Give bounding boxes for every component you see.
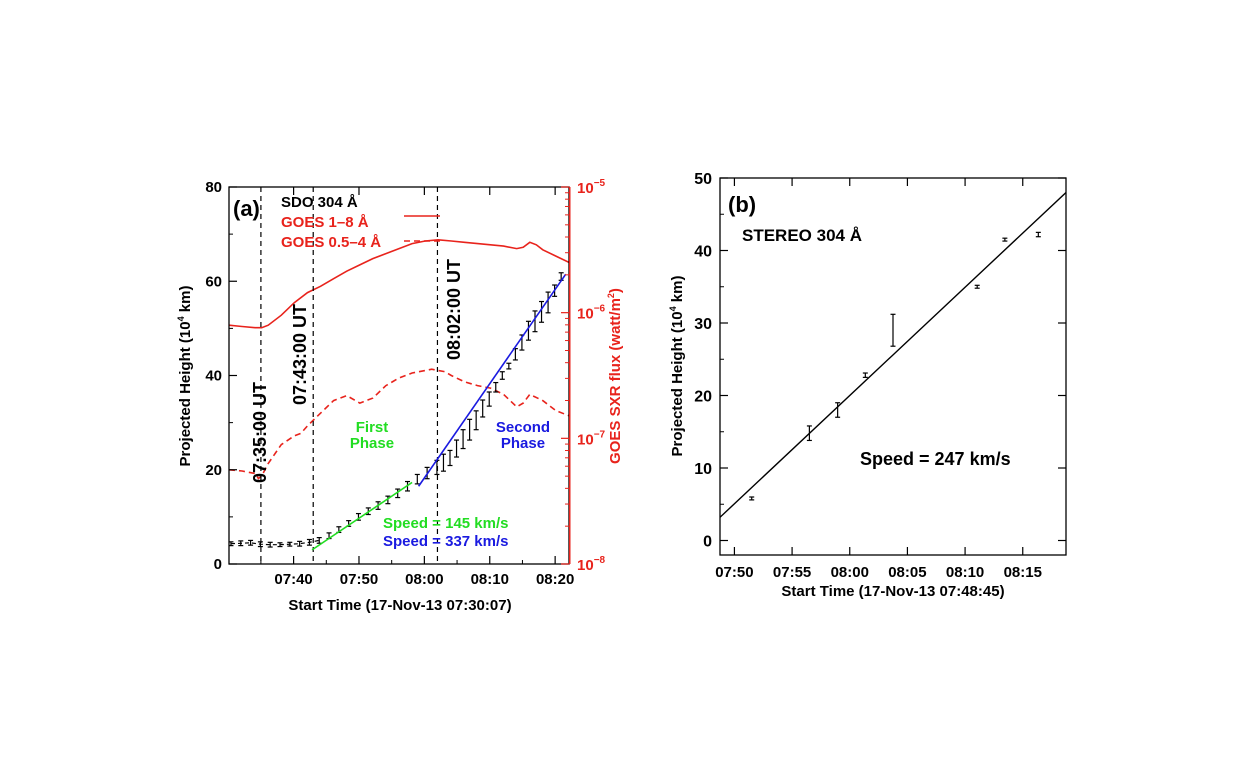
panel-b-speed-label: Speed = 247 km/s bbox=[860, 449, 1011, 469]
speed-label-second: Speed = 337 km/s bbox=[383, 533, 509, 550]
panel-b-plot-area bbox=[720, 191, 1066, 518]
second-phase-label-line2: Phase bbox=[501, 435, 545, 452]
panel-b-label: (b) bbox=[728, 192, 756, 217]
panel-a-y-tick-label: 0 bbox=[214, 556, 222, 573]
stereo-data-point bbox=[806, 425, 812, 442]
sdo-data-point bbox=[257, 541, 263, 548]
panel-b-title: STEREO 304 Å bbox=[742, 226, 862, 245]
panel-a-right-y-tick-label: 10−5 bbox=[577, 178, 606, 197]
panel-a-ticks: 07:40 07:50 08:00 08:10 08:20 0 20 40 60 80 10−8 10… bbox=[205, 178, 605, 588]
legend-sdo-304: SDO 304 Å bbox=[281, 194, 358, 211]
panel-a-x-tick-label: 08:10 bbox=[471, 571, 509, 588]
sdo-data-point bbox=[473, 410, 479, 431]
panel-a-x-tick-label: 07:50 bbox=[340, 571, 378, 588]
sdo-data-point bbox=[467, 418, 473, 441]
sdo-data-point bbox=[545, 291, 551, 314]
panel-a-x-axis-label: Start Time (17-Nov-13 07:30:07) bbox=[288, 597, 511, 614]
sdo-data-point bbox=[493, 381, 499, 393]
panel-a-right-y-tick-label: 10−8 bbox=[577, 555, 606, 574]
panel-a-x-tick-label: 08:20 bbox=[536, 571, 574, 588]
stereo-data-point bbox=[974, 284, 980, 289]
fit-line-first-phase bbox=[311, 481, 413, 551]
panel-b-x-tick-label: 08:15 bbox=[1004, 564, 1042, 581]
first-phase-label-line1: First bbox=[356, 419, 389, 436]
speed-label-first: Speed = 145 km/s bbox=[383, 515, 509, 532]
sdo-data-point bbox=[385, 495, 391, 505]
vline-label-0735: 07:35:00 UT bbox=[250, 382, 270, 483]
stereo-data-point bbox=[835, 402, 841, 418]
stereo-data-point bbox=[890, 313, 896, 347]
sdo-data-point bbox=[306, 538, 312, 546]
panel-a-y-tick-label: 80 bbox=[205, 179, 222, 196]
legend-goes-05-4: GOES 0.5–4 Å bbox=[281, 234, 381, 251]
panel-a-y-tick-label: 20 bbox=[205, 462, 222, 479]
sdo-data-point bbox=[499, 371, 505, 380]
panel-b-x-tick-label: 08:10 bbox=[946, 564, 984, 581]
sdo-data-point bbox=[480, 399, 486, 418]
stereo-data-point bbox=[749, 496, 755, 501]
panel-a-x-tick-label: 07:40 bbox=[274, 571, 312, 588]
panel-b-y-tick-label: 40 bbox=[694, 244, 712, 261]
panel-a-label: (a) bbox=[233, 196, 260, 221]
panel-a-right-y-axis-label: GOES SXR flux (watt/m2) bbox=[606, 288, 624, 464]
stereo-data-point bbox=[1035, 231, 1041, 238]
sdo-data-point bbox=[506, 362, 512, 370]
sdo-early-connector bbox=[230, 539, 320, 546]
panel-a-plot-area bbox=[229, 187, 569, 564]
panel-a-x-tick-label: 08:00 bbox=[405, 571, 443, 588]
second-phase-label-line1: Second bbox=[496, 419, 550, 436]
sdo-data-point bbox=[440, 453, 446, 472]
panel-b-y-axis-label: Projected Height (104 km) bbox=[668, 276, 686, 457]
panel-a: 07:40 07:50 08:00 08:10 08:20 0 20 40 60 80 10−8 10… bbox=[176, 178, 624, 614]
sdo-data-point bbox=[414, 473, 420, 485]
panel-b-y-tick-label: 0 bbox=[703, 534, 712, 551]
panel-b-y-tick-label: 50 bbox=[694, 171, 712, 188]
panel-b-ticks: 07:50 07:55 08:00 08:05 08:10 08:15 0 10 20 30 40 5… bbox=[694, 171, 1066, 581]
sdo-data-point bbox=[395, 488, 401, 499]
panel-a-axes-frame bbox=[228, 186, 570, 565]
sdo-data-point bbox=[297, 540, 303, 547]
sdo-data-point bbox=[454, 439, 460, 458]
sdo-data-point bbox=[287, 541, 293, 547]
panel-a-right-y-tick-label: 10−7 bbox=[577, 429, 606, 448]
panel-b-x-tick-label: 07:50 bbox=[715, 564, 753, 581]
panel-b-x-tick-label: 07:55 bbox=[773, 564, 811, 581]
stereo-data-point bbox=[1002, 237, 1008, 242]
panel-b-y-tick-label: 20 bbox=[694, 389, 712, 406]
stereo-data-point bbox=[862, 372, 868, 378]
panel-b-fit-line bbox=[720, 191, 1066, 518]
panel-b-axes-frame bbox=[719, 177, 1067, 556]
panel-b-y-tick-label: 10 bbox=[694, 461, 712, 478]
panel-a-left-y-axis-label: Projected Height (104 km) bbox=[176, 286, 194, 467]
sdo-data-point bbox=[460, 429, 466, 450]
goes-1-8-curve bbox=[229, 238, 569, 329]
panel-a-y-tick-label: 40 bbox=[205, 368, 222, 385]
sdo-data-point bbox=[277, 542, 283, 548]
sdo-data-point bbox=[238, 540, 244, 547]
goes-05-4-curve bbox=[229, 368, 569, 480]
panel-b-x-axis-label: Start Time (17-Nov-13 07:48:45) bbox=[781, 583, 1004, 600]
panel-b: 07:50 07:55 08:00 08:05 08:10 08:15 0 10 20 30 40 5… bbox=[668, 171, 1067, 600]
panel-b-y-tick-label: 30 bbox=[694, 316, 712, 333]
fit-line-second-phase bbox=[417, 273, 567, 487]
sdo-data-point bbox=[248, 539, 254, 546]
panel-a-right-y-tick-label: 10−6 bbox=[577, 304, 606, 323]
sdo-data-point bbox=[539, 300, 545, 323]
sdo-data-point bbox=[525, 320, 531, 341]
panel-b-x-tick-label: 08:05 bbox=[888, 564, 926, 581]
legend-goes-1-8: GOES 1–8 Å bbox=[281, 214, 369, 231]
panel-a-right-axis-line bbox=[569, 187, 571, 564]
panel-a-y-tick-label: 60 bbox=[205, 273, 222, 290]
sdo-data-point bbox=[447, 449, 453, 467]
first-phase-label-line2: Phase bbox=[350, 435, 394, 452]
vline-label-0802: 08:02:00 UT bbox=[444, 259, 464, 360]
sdo-data-point bbox=[267, 541, 273, 548]
sdo-data-point bbox=[532, 310, 538, 333]
sdo-data-point bbox=[486, 391, 492, 407]
vline-label-0743: 07:43:00 UT bbox=[290, 304, 310, 405]
panel-b-x-tick-label: 08:00 bbox=[831, 564, 869, 581]
